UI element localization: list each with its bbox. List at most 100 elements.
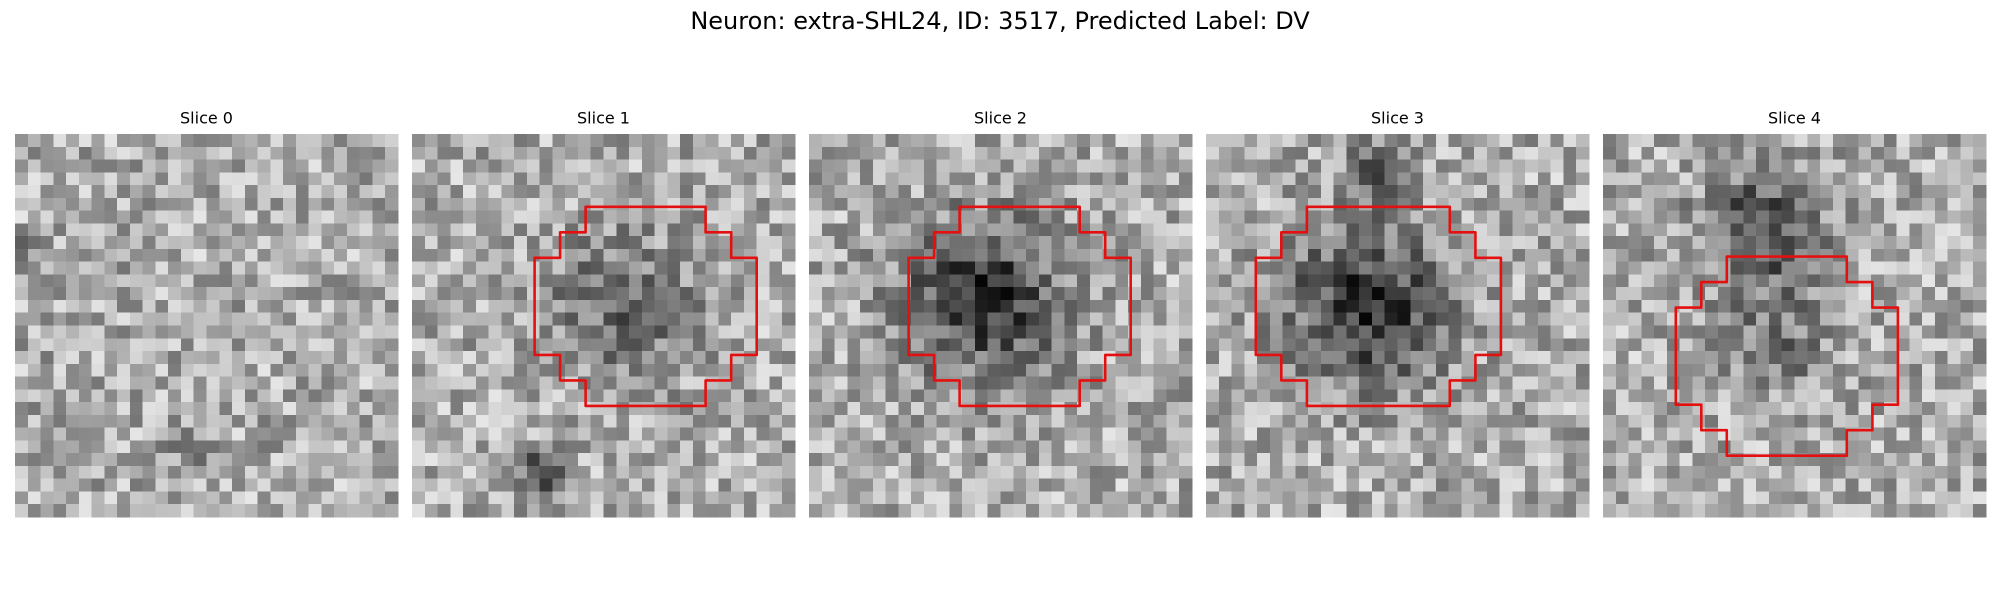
pixel: [1257, 491, 1271, 505]
pixel: [270, 146, 284, 161]
pixel: [501, 504, 515, 518]
pixel: [898, 134, 912, 148]
pixel: [15, 478, 29, 493]
pixel: [565, 210, 579, 224]
pixel: [1832, 363, 1847, 378]
pixel: [104, 376, 118, 390]
pixel: [654, 223, 668, 237]
pixel: [270, 248, 284, 263]
pixel: [1781, 134, 1796, 148]
pixel: [654, 504, 668, 518]
pixel: [680, 159, 694, 173]
pixel: [1615, 134, 1630, 148]
pixel: [667, 274, 681, 288]
pixel: [372, 402, 386, 416]
pixel: [1140, 134, 1155, 148]
pixel: [142, 440, 157, 454]
pixel: [1435, 210, 1450, 224]
pixel: [1576, 440, 1590, 454]
pixel: [923, 287, 938, 301]
pixel: [1896, 325, 1910, 339]
pixel: [923, 478, 938, 493]
pixel: [1333, 440, 1348, 454]
pixel: [885, 389, 899, 403]
pixel: [321, 210, 335, 224]
pixel: [1563, 325, 1577, 339]
pixel: [962, 376, 976, 390]
pixel: [1756, 338, 1770, 352]
pixel: [142, 491, 157, 505]
pixel: [1781, 325, 1796, 339]
pixel: [923, 440, 938, 454]
pixel: [565, 185, 579, 199]
pixel: [860, 261, 874, 276]
pixel: [1013, 363, 1027, 378]
pixel: [168, 134, 182, 148]
pixel: [1973, 312, 1987, 327]
pixel: [1435, 146, 1450, 161]
pixel: [1038, 299, 1053, 314]
pixel: [1474, 389, 1488, 403]
pixel: [1257, 427, 1271, 441]
pixel: [1537, 274, 1552, 288]
pixel: [705, 197, 719, 212]
pixel: [129, 427, 144, 441]
pixel: [1922, 440, 1936, 454]
pixel: [1371, 159, 1386, 173]
pixel: [1730, 223, 1745, 237]
pixel: [1794, 312, 1808, 327]
pixel: [641, 453, 656, 467]
pixel: [641, 338, 656, 352]
pixel: [1512, 248, 1526, 263]
pixel: [1781, 236, 1796, 250]
pixel: [987, 223, 1002, 237]
pixel: [437, 134, 451, 148]
pixel: [1768, 427, 1783, 441]
pixel: [1576, 274, 1590, 288]
pixel: [1038, 223, 1053, 237]
pixel: [1730, 491, 1745, 505]
pixel: [91, 478, 105, 493]
pixel: [1461, 440, 1475, 454]
pixel: [1397, 146, 1411, 161]
pixel: [974, 402, 989, 416]
pixel: [743, 236, 758, 250]
pixel: [219, 159, 233, 173]
pixel: [1909, 414, 1923, 429]
pixel: [372, 134, 386, 148]
pixel: [1128, 478, 1142, 493]
pixel: [1563, 427, 1577, 441]
pixel: [1781, 504, 1796, 518]
pixel: [1845, 440, 1859, 454]
pixel: [501, 427, 515, 441]
pixel: [1206, 440, 1220, 454]
pixel: [1384, 414, 1399, 429]
pixel: [488, 172, 502, 186]
pixel: [1423, 197, 1437, 212]
pixel: [1717, 325, 1732, 339]
pixel: [193, 312, 208, 327]
pixel: [142, 299, 157, 314]
pixel: [1244, 210, 1258, 224]
pixel: [1371, 287, 1386, 301]
pixel: [15, 299, 29, 314]
pixel: [270, 351, 284, 365]
pixel: [885, 261, 899, 276]
slice-panel: Slice 4: [1603, 109, 1987, 518]
pixel: [1026, 274, 1040, 288]
pixel: [104, 491, 118, 505]
pixel: [1654, 210, 1668, 224]
pixel: [66, 236, 80, 250]
pixel: [923, 274, 938, 288]
pixel: [654, 261, 668, 276]
pixel: [129, 363, 144, 378]
pixel: [1206, 185, 1220, 199]
pixel: [488, 453, 502, 467]
pixel: [295, 248, 310, 263]
pixel: [257, 453, 271, 467]
pixel: [424, 440, 439, 454]
pixel: [526, 210, 541, 224]
pixel: [872, 261, 887, 276]
pixel: [590, 351, 605, 365]
pixel: [809, 146, 823, 161]
